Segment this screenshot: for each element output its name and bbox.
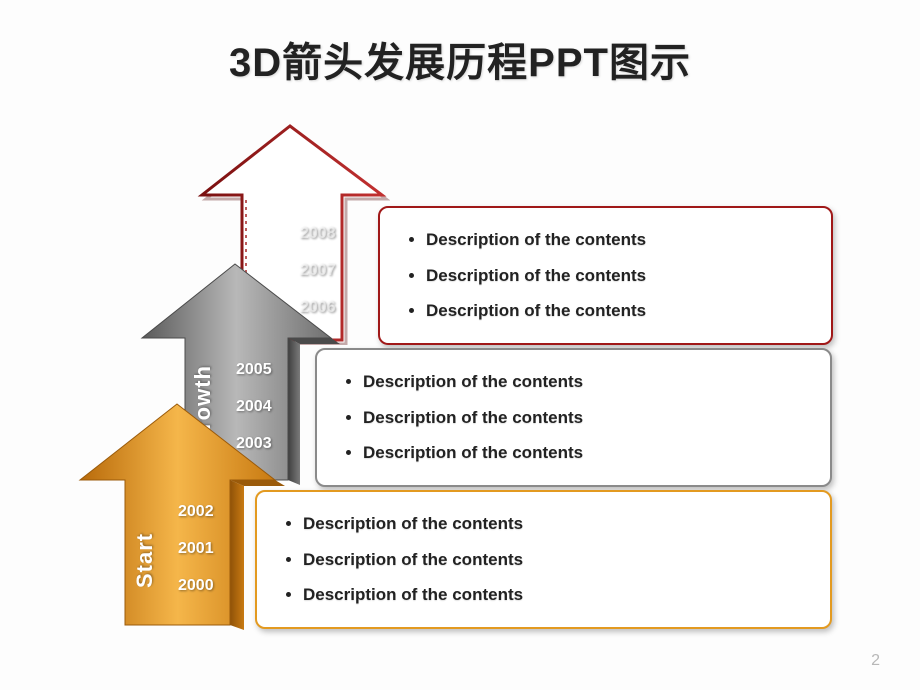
- desc-box-middle: Description of the contents Description …: [315, 348, 832, 487]
- desc-item: Description of the contents: [363, 364, 810, 400]
- desc-item: Description of the contents: [303, 506, 810, 542]
- year-label: 2005: [236, 352, 272, 389]
- year-label: 2000: [178, 568, 214, 605]
- year-label: 2002: [178, 494, 214, 531]
- arrow-label-bottom: Start: [132, 498, 158, 588]
- desc-item: Description of the contents: [426, 293, 811, 329]
- desc-item: Description of the contents: [303, 542, 810, 578]
- desc-item: Description of the contents: [303, 577, 810, 613]
- desc-item: Description of the contents: [363, 435, 810, 471]
- page-number: 2: [871, 652, 880, 670]
- desc-item: Description of the contents: [426, 222, 811, 258]
- slide-title: 3D箭头发展历程PPT图示: [0, 30, 920, 88]
- desc-item: Description of the contents: [426, 258, 811, 294]
- desc-box-bottom: Description of the contents Description …: [255, 490, 832, 629]
- desc-box-top: Description of the contents Description …: [378, 206, 833, 345]
- years-bottom: 2002 2001 2000: [178, 494, 214, 604]
- year-label: 2001: [178, 531, 214, 568]
- desc-item: Description of the contents: [363, 400, 810, 436]
- year-label: 2008: [300, 216, 336, 253]
